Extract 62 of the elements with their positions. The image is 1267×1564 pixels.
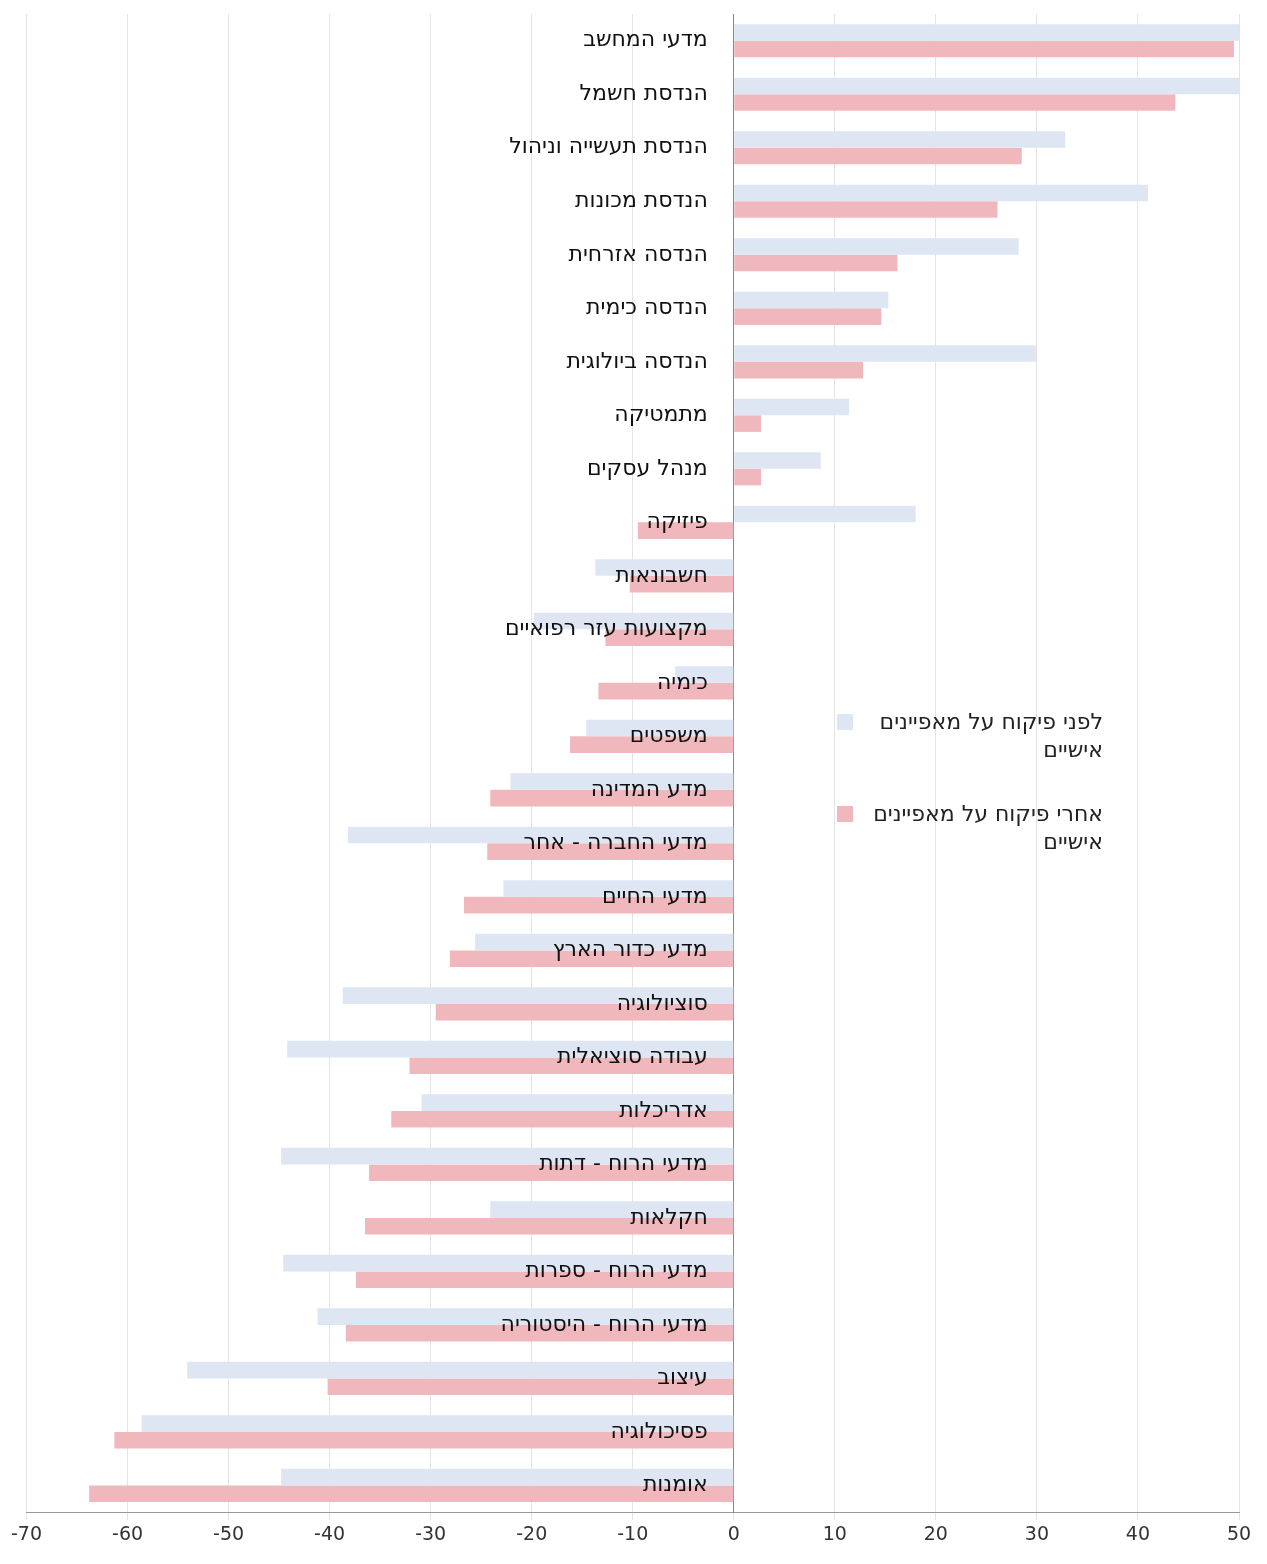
y-tick-label: סוציולוגיה (616, 989, 708, 1015)
y-tick-label: אדריכלות (619, 1096, 708, 1122)
y-tick-label: מדעי החיים (601, 882, 708, 908)
bar (734, 398, 849, 416)
y-tick-label: הנדסה כימית (586, 294, 708, 320)
x-tick-label: -30 (415, 1521, 447, 1544)
y-tick-label: מקצועות עזר רפואיים (504, 615, 708, 641)
bar (734, 468, 762, 486)
x-tick-label: 10 (822, 1521, 847, 1544)
y-tick-label: מדעי המחשב (583, 26, 708, 52)
y-tick-label: פסיכולוגיה (610, 1417, 708, 1443)
bar (734, 77, 1239, 95)
bar (734, 415, 762, 432)
x-tick-label: -60 (112, 1521, 144, 1544)
y-tick-label: משפטים (629, 722, 708, 748)
x-tick-label: 40 (1125, 1521, 1151, 1544)
bar (734, 361, 864, 379)
bar (734, 131, 1066, 148)
bar (734, 184, 1149, 202)
y-tick-label: עבודה סוציאלית (557, 1043, 708, 1069)
y-tick-label: הנדסת חשמל (579, 79, 708, 105)
y-tick-label: אומנות (642, 1471, 708, 1497)
y-tick-label: מדעי הרוח - דתות (539, 1150, 708, 1176)
legend-label: לפני פיקוח על מאפיינים אישיים (878, 708, 1103, 764)
y-tick-label: מדעי הרוח - היסטוריה (500, 1310, 708, 1336)
x-tick-label: -40 (314, 1521, 346, 1544)
bar (734, 94, 1176, 111)
bar (734, 308, 882, 325)
y-tick-label: עיצוב (657, 1364, 708, 1390)
y-tick-label: כימיה (657, 668, 708, 694)
x-tick-label: -70 (10, 1521, 43, 1544)
y-tick-label: מדע המדינה (590, 775, 708, 801)
x-tick-label: -10 (617, 1521, 649, 1544)
y-tick-label: מדעי כדור הארץ (552, 936, 708, 962)
bar (734, 505, 916, 523)
y-tick-label: מדעי הרוח - ספרות (525, 1257, 708, 1283)
y-tick-label: חקלאות (630, 1203, 708, 1229)
bar (734, 147, 1022, 165)
y-tick-label: הנדסה ביולוגית (566, 347, 708, 373)
bar (734, 24, 1239, 41)
bar (734, 291, 889, 309)
bar (734, 452, 821, 469)
x-tick-label: 20 (923, 1521, 948, 1544)
x-tick-label: -20 (516, 1521, 548, 1544)
bar (734, 40, 1234, 58)
y-tick-label: פיזיקה (646, 508, 708, 534)
bar (734, 238, 1019, 255)
bar (734, 345, 1036, 362)
x-tick-label: 50 (1226, 1521, 1252, 1544)
y-tick-label: מנהל עסקים (587, 454, 708, 480)
x-tick-label: 0 (727, 1521, 740, 1544)
legend-label: אחרי פיקוח על מאפיינים אישיים (872, 800, 1103, 856)
y-tick-label: מתמטיקה (614, 401, 708, 427)
y-tick-label: הנדסת תעשייה וניהול (509, 133, 708, 159)
x-tick-label: 30 (1024, 1521, 1050, 1544)
y-tick-label: הנדסה אזרחית (568, 240, 708, 266)
y-tick-label: מדעי החברה - אחר (523, 829, 708, 855)
y-tick-label: חשבונאות (615, 561, 708, 587)
bar (734, 201, 998, 218)
y-tick-label: הנדסת מכונות (575, 186, 708, 212)
bar (734, 254, 898, 272)
x-tick-label: -50 (213, 1521, 245, 1544)
